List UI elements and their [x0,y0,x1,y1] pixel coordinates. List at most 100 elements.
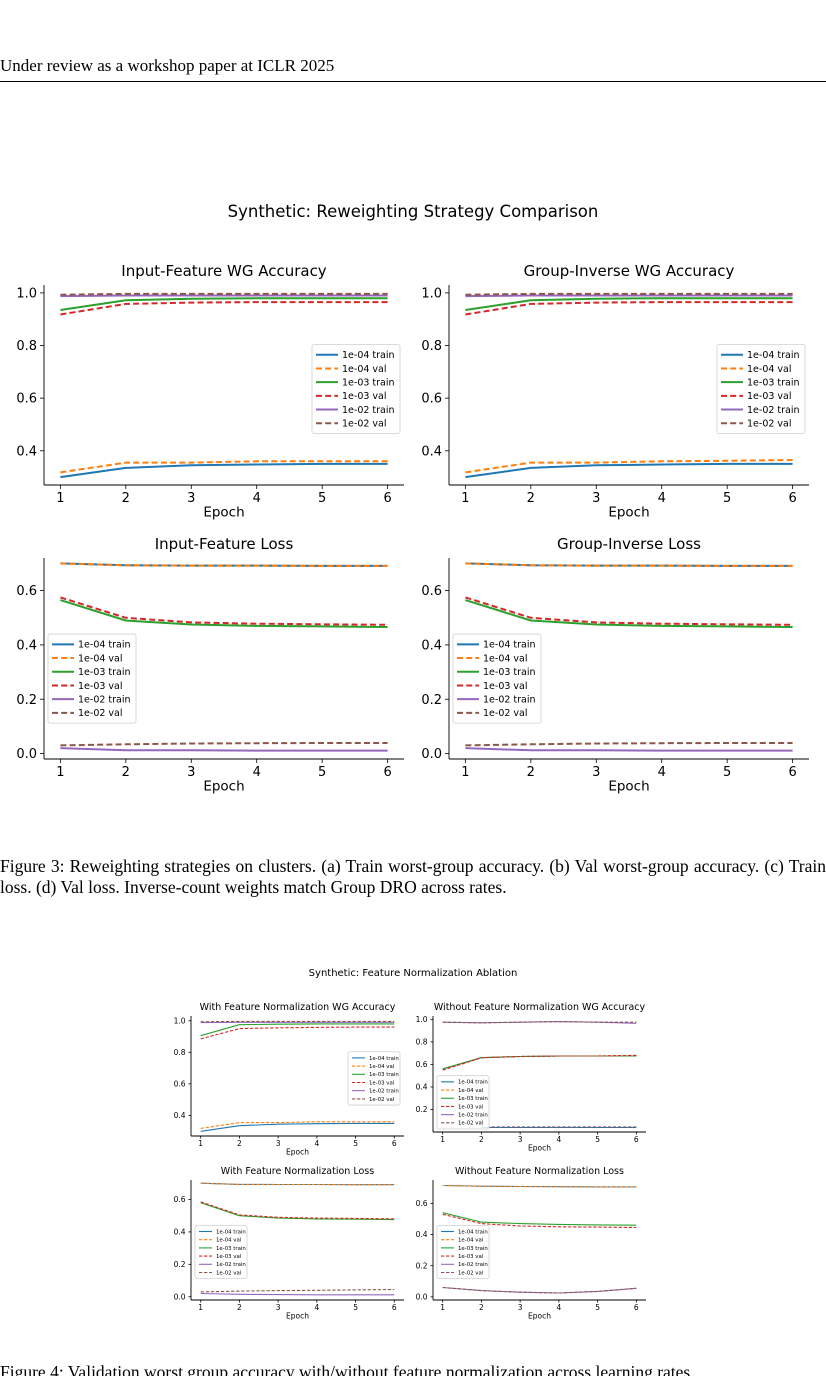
series-line-1 [465,562,793,567]
x-tick-label: 2 [527,491,535,506]
y-tick-label: 0.8 [416,1038,428,1047]
x-tick-label: 4 [556,1303,561,1312]
legend-label: 1e-02 train [342,405,395,416]
x-tick-label: 3 [187,765,195,780]
x-axis-label: Epoch [528,1312,551,1321]
legend-label: 1e-04 train [458,1080,488,1086]
series-line-3 [60,301,388,316]
legend: 1e-04 train 1e-04 val 1e-03 train 1e-03 val… [47,633,137,724]
y-tick-label: 0.2 [16,693,37,708]
y-tick-label: 0.2 [416,1261,428,1270]
x-tick-label: 4 [314,1303,319,1312]
legend-label: 1e-04 train [78,640,131,651]
series-line-5 [60,742,388,747]
chart-title: Input-Feature WG Accuracy [121,262,327,280]
y-tick-label: 0.0 [416,1293,428,1302]
y-tick-label: 0.4 [174,1228,186,1237]
x-tick-label: 3 [592,491,600,506]
x-axis-label: Epoch [286,1148,309,1157]
y-tick-label: 0.4 [174,1111,186,1120]
y-tick-label: 1.0 [421,286,442,301]
series-line-1 [60,562,388,567]
chart-title: Input-Feature Loss [155,535,294,553]
x-tick-label: 1 [440,1303,445,1312]
legend-label: 1e-03 train [342,377,395,388]
legend-label: 1e-04 val [342,364,387,375]
x-tick-label: 4 [253,491,261,506]
series-line-1 [442,1184,637,1188]
legend-label: 1e-04 train [342,350,395,361]
x-tick-label: 4 [658,491,666,506]
legend-label: 1e-03 val [747,391,792,402]
series-line-5 [442,1286,637,1294]
legend-label: 1e-04 val [747,364,792,375]
x-tick-label: 4 [658,765,666,780]
x-tick-label: 6 [788,765,796,780]
series-line-4 [60,747,388,752]
series-line-3 [442,1054,637,1071]
series-line-5 [442,1021,637,1024]
x-tick-label: 6 [383,491,391,506]
legend-label: 1e-04 val [216,1238,241,1244]
legend-label: 1e-03 train [216,1246,246,1252]
legend-label: 1e-03 train [747,377,800,388]
series-line-2 [200,1023,395,1037]
x-tick-label: 2 [527,765,535,780]
legend-label: 1e-03 val [458,1104,483,1110]
y-tick-label: 0.6 [421,392,442,407]
x-axis-label: Epoch [203,779,244,795]
y-tick-label: 0.6 [174,1195,186,1204]
x-tick-label: 3 [276,1303,281,1312]
series-line-5 [200,1288,395,1293]
series-line-4 [200,1292,395,1296]
x-tick-label: 3 [187,491,195,506]
y-tick-label: 0.8 [421,339,442,354]
legend-label: 1e-02 val [747,419,792,430]
x-tick-label: 5 [318,765,326,780]
legend-label: 1e-04 val [78,653,123,664]
series-line-3 [60,596,388,626]
y-tick-label: 0.0 [421,747,442,762]
legend-label: 1e-03 train [458,1246,488,1252]
legend-label: 1e-02 train [458,1262,488,1268]
x-axis-label: Epoch [203,505,244,521]
y-tick-label: 0.4 [416,1230,428,1239]
legend-label: 1e-02 val [483,708,528,719]
legend-label: 1e-03 train [369,1072,399,1078]
x-tick-label: 5 [723,491,731,506]
x-tick-label: 6 [788,491,796,506]
y-tick-label: 0.0 [174,1292,186,1301]
legend-label: 1e-03 train [458,1096,488,1102]
legend-label: 1e-04 val [458,1088,483,1094]
series-line-0 [200,1122,395,1132]
x-tick-label: 1 [461,765,469,780]
legend-label: 1e-02 val [458,1121,483,1127]
series-line-5 [465,292,793,296]
header-rule [0,81,826,82]
legend: 1e-04 train 1e-04 val 1e-03 train 1e-03 val… [436,1075,490,1130]
legend-label: 1e-02 train [78,694,131,705]
y-tick-label: 0.6 [16,392,37,407]
legend-label: 1e-02 val [216,1270,241,1276]
legend-label: 1e-04 val [369,1064,394,1070]
series-line-2 [465,297,793,311]
series-line-3 [442,1213,637,1229]
chart-panel-5: Without Feature Normalization WG Accurac… [416,1002,646,1153]
series-line-5 [60,292,388,296]
x-tick-label: 4 [556,1135,561,1144]
x-tick-label: 2 [122,765,130,780]
legend-label: 1e-03 train [483,667,536,678]
legend-label: 1e-04 train [458,1229,488,1235]
y-tick-label: 0.6 [16,584,37,599]
legend-label: 1e-03 val [458,1254,483,1260]
chart-panel-6: With Feature Normalization Loss 1 2 3 4 5 6 0.0… [174,1166,404,1321]
y-tick-label: 0.8 [174,1048,186,1057]
y-tick-label: 1.0 [174,1016,186,1025]
legend: 1e-04 train 1e-04 val 1e-03 train 1e-03 val… [452,633,542,724]
legend: 1e-04 train 1e-04 val 1e-03 train 1e-03 val… [311,344,401,434]
series-line-0 [465,462,793,479]
series-line-3 [465,596,793,626]
chart-panel-0: Input-Feature WG Accuracy 1 2 3 4 5 6 0.4 0.6 0.8… [16,262,404,521]
x-tick-label: 5 [353,1303,358,1312]
legend-label: 1e-03 val [216,1254,241,1260]
